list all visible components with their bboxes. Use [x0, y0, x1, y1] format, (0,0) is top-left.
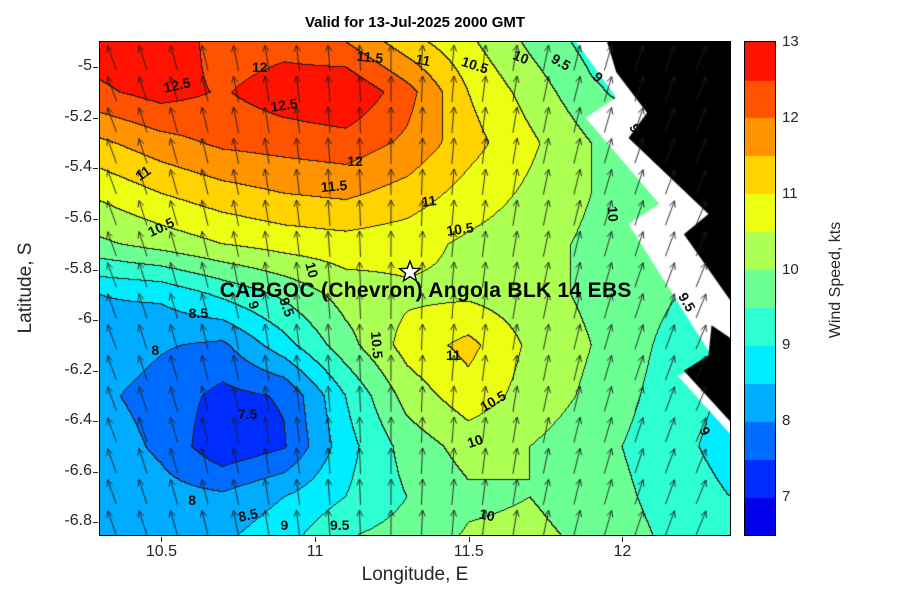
y-tick-label: -6.6 — [64, 461, 92, 479]
x-tick-mark — [622, 537, 624, 542]
colorbar-tick-label: 9 — [782, 336, 791, 354]
colorbar-label: Wind Speed, kts — [827, 221, 844, 339]
y-tick-mark — [93, 168, 98, 170]
colorbar-tick-label: 8 — [782, 412, 791, 430]
y-tick-mark — [93, 117, 98, 119]
y-tick-label: -6.4 — [64, 411, 92, 429]
x-tick-mark — [468, 537, 470, 542]
x-tick-label: 11 — [306, 543, 324, 560]
y-tick-mark — [93, 320, 98, 322]
x-tick-label: 11.5 — [453, 543, 484, 560]
x-axis-label: Longitude, E — [361, 564, 469, 585]
y-tick-label: -6.8 — [64, 512, 92, 530]
y-tick-label: -5.2 — [64, 107, 92, 125]
x-tick-label: 12 — [613, 543, 632, 560]
site-label: CABGOC (Chevron) Angola BLK 14 EBS — [219, 279, 632, 303]
y-tick-mark — [93, 421, 98, 423]
contour-canvas — [100, 42, 730, 535]
y-tick-label: -6 — [77, 310, 92, 328]
colorbar-canvas — [745, 42, 775, 535]
colorbar-tick-label: 11 — [782, 184, 798, 202]
colorbar-tick-label: 13 — [782, 33, 799, 50]
x-tick-mark — [315, 537, 317, 542]
x-tick-mark — [161, 537, 163, 542]
colorbar — [744, 41, 776, 536]
y-tick-mark — [93, 67, 98, 69]
y-tick-label: -5 — [77, 57, 92, 75]
y-tick-label: -5.4 — [64, 158, 92, 176]
y-tick-mark — [93, 269, 98, 271]
y-tick-mark — [93, 218, 98, 220]
y-tick-mark — [93, 522, 98, 524]
site-marker-star-icon — [398, 260, 423, 283]
colorbar-tick-label: 12 — [782, 108, 799, 126]
plot-title: Valid for 13-Jul-2025 2000 GMT — [304, 14, 526, 31]
plot-area: 12.5 12 12.5 11.5 11 10.5 10 9.5 9 9 11 10.5 12 11.5 1… — [99, 41, 731, 536]
y-tick-mark — [93, 471, 98, 473]
x-tick-label: 10.5 — [145, 543, 178, 560]
colorbar-tick-label: 10 — [782, 260, 799, 278]
y-tick-label: -5.8 — [64, 259, 92, 277]
colorbar-tick-label: 7 — [782, 488, 791, 506]
y-tick-label: -5.6 — [64, 208, 92, 226]
y-tick-label: -6.2 — [64, 360, 92, 378]
y-tick-mark — [93, 370, 98, 372]
